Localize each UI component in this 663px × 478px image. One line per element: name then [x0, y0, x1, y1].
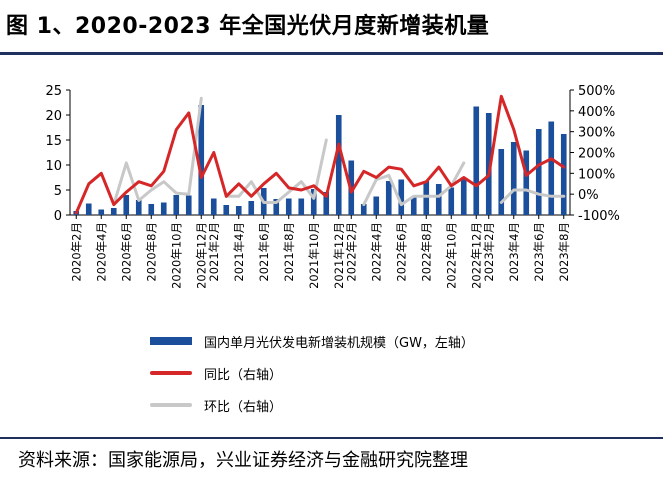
- yoy-line: [74, 94, 566, 215]
- x-tick-label: 2022年12月: [469, 222, 483, 289]
- x-tick-label: 2022年2月: [344, 222, 358, 282]
- legend-item-mom: 环比（右轴）: [150, 389, 474, 421]
- x-tick-label: 2020年12月: [194, 222, 208, 289]
- legend-item-yoy: 同比（右轴）: [150, 357, 474, 389]
- bar: [185, 195, 192, 215]
- right-tick-label: -100%: [578, 209, 620, 224]
- bar: [460, 177, 467, 215]
- chart: 0 5 10 15 20 25 -100% 0% 100% 200% 300% 400% 500% 2…: [45, 84, 620, 289]
- legend: 国内单月光伏发电新增装机规模（GW，左轴） 同比（右轴） 环比（右轴）: [150, 325, 474, 421]
- left-tick-label: 5: [54, 184, 62, 199]
- left-tick-label: 0: [54, 209, 62, 224]
- x-tick-label: 2020年10月: [169, 222, 183, 289]
- bar: [210, 198, 217, 215]
- bar: [85, 203, 92, 215]
- bar: [198, 105, 205, 215]
- left-tick-label: 20: [45, 109, 62, 124]
- bar: [285, 198, 292, 215]
- bottom-rule: [0, 437, 663, 439]
- bar: [248, 201, 255, 215]
- left-tick-label: 15: [45, 134, 62, 149]
- bar: [510, 142, 517, 215]
- bar: [535, 129, 542, 215]
- bar: [548, 121, 555, 215]
- legend-swatch-yoy: [150, 371, 192, 375]
- x-tick-label: 2023年2月: [482, 222, 496, 282]
- legend-label-yoy: 同比（右轴）: [204, 367, 283, 383]
- bar: [110, 208, 117, 215]
- bar: [235, 206, 242, 215]
- right-tick-label: 300%: [578, 126, 615, 141]
- x-tick-label: 2022年6月: [394, 222, 408, 282]
- top-rule: [0, 52, 663, 55]
- legend-label-mom: 环比（右轴）: [204, 399, 283, 415]
- x-tick-label: 2022年8月: [419, 222, 433, 282]
- right-tick-label: 200%: [578, 147, 615, 162]
- x-tick-label: 2021年8月: [282, 222, 296, 282]
- x-tick-label: 2021年12月: [332, 222, 346, 289]
- bar: [298, 198, 305, 215]
- bar: [373, 196, 380, 215]
- bar: [148, 204, 155, 215]
- mom-line: [112, 96, 203, 207]
- source-note: 资料来源：国家能源局，兴业证券经济与金融研究院整理: [18, 450, 468, 471]
- x-tick-label: 2023年6月: [532, 222, 546, 282]
- left-tick-label: 10: [45, 159, 62, 174]
- x-tick-label: 2023年8月: [557, 222, 571, 282]
- figure-title: 图 1、2020-2023 年全国光伏月度新增装机量: [6, 14, 490, 39]
- mom-line: [499, 188, 566, 204]
- bar: [473, 106, 480, 215]
- bar: [448, 187, 455, 215]
- x-tick-label: 2021年4月: [232, 222, 246, 282]
- x-tick-label: 2023年4月: [507, 222, 521, 282]
- x-tick-label: 2021年6月: [257, 222, 271, 282]
- x-tick-label: 2020年2月: [69, 222, 83, 282]
- legend-swatch-mom: [150, 403, 192, 407]
- bar: [523, 150, 530, 215]
- right-tick-label: 500%: [578, 84, 615, 99]
- bar: [410, 196, 417, 215]
- left-tick-label: 25: [45, 84, 62, 99]
- bar: [385, 181, 392, 215]
- bar: [123, 195, 130, 215]
- bar: [310, 189, 317, 215]
- x-tick-label: 2021年2月: [207, 222, 221, 282]
- bar: [560, 134, 567, 215]
- bar: [98, 209, 105, 215]
- right-tick-label: 0%: [578, 188, 599, 203]
- bar: [273, 199, 280, 215]
- bar: [223, 205, 230, 215]
- bar: [398, 179, 405, 215]
- mom-line: [362, 161, 466, 207]
- x-tick-label: 2021年10月: [307, 222, 321, 289]
- legend-item-bars: 国内单月光伏发电新增装机规模（GW，左轴）: [150, 325, 474, 357]
- x-tick-label: 2020年8月: [144, 222, 158, 282]
- right-tick-label: 400%: [578, 105, 615, 120]
- x-tick-label: 2022年10月: [444, 222, 458, 289]
- bar: [173, 195, 180, 215]
- bar: [135, 200, 142, 215]
- bar: [323, 192, 330, 215]
- x-tick-label: 2022年4月: [369, 222, 383, 282]
- bar: [160, 202, 167, 215]
- bar: [498, 149, 505, 215]
- bar: [435, 184, 442, 215]
- right-tick-label: 100%: [578, 167, 615, 182]
- legend-label-bars: 国内单月光伏发电新增装机规模（GW，左轴）: [204, 335, 474, 351]
- legend-swatch-bars: [150, 337, 192, 345]
- x-tick-label: 2020年6月: [119, 222, 133, 282]
- bar: [360, 204, 367, 215]
- bar: [423, 181, 430, 215]
- x-tick-label: 2020年4月: [94, 222, 108, 282]
- bar: [485, 113, 492, 215]
- mom-line: [224, 138, 328, 204]
- bar: [335, 115, 342, 215]
